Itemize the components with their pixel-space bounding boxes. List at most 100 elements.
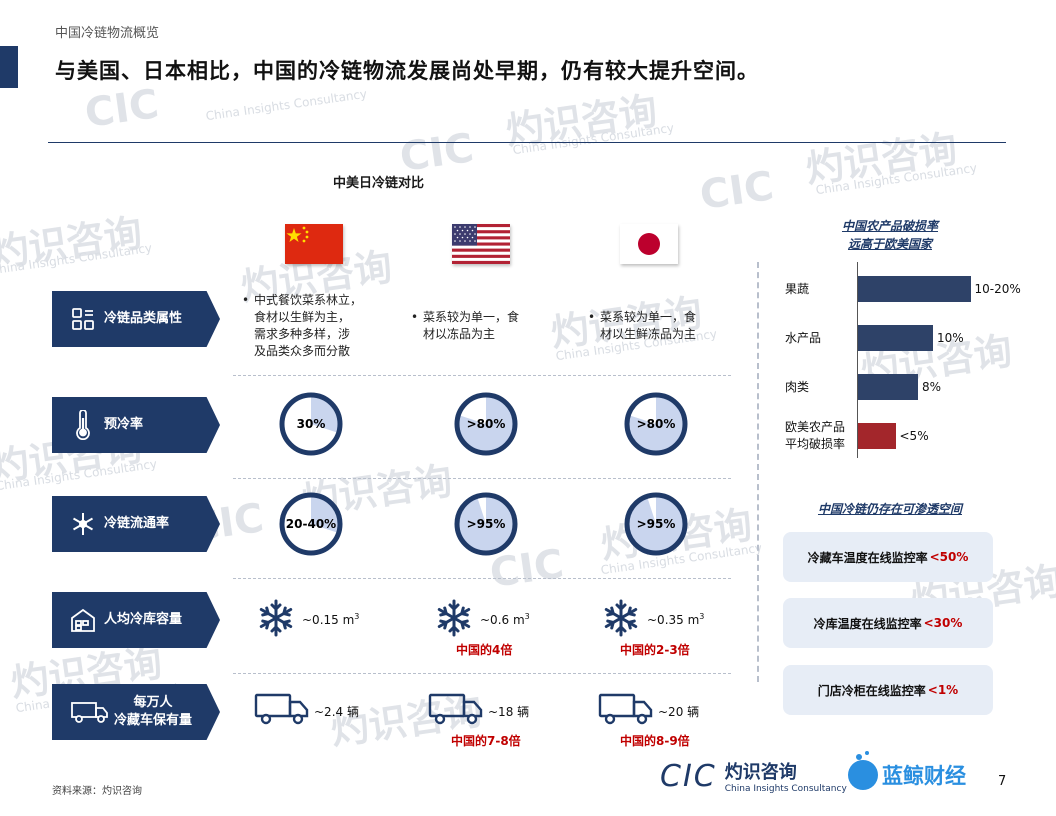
monitor-card-truck: 冷藏车温度在线监控率 <50% xyxy=(783,532,993,582)
pie-value: >80% xyxy=(467,417,506,431)
bullet-line: 食材以生鲜为主， xyxy=(254,310,351,324)
storage-value-japan: ~0.35 m3 xyxy=(647,612,704,627)
watermark-en: China Insights Consultancy xyxy=(0,240,153,278)
thermometer-icon xyxy=(70,410,96,440)
unit-superscript: 3 xyxy=(699,612,705,621)
loss-bar-category-line: 肉类 xyxy=(785,379,810,394)
card-text: 门店冷柜在线监控率 xyxy=(817,683,926,698)
snowflake-icon xyxy=(434,598,474,642)
card-value: <30% xyxy=(923,616,963,630)
row-divider xyxy=(233,478,731,479)
pie-ring xyxy=(454,392,518,456)
storage-value-china: ~0.15 m3 xyxy=(302,612,359,627)
china-flag-icon xyxy=(285,224,343,264)
row-label-line: 每万人 xyxy=(133,695,173,710)
storage-value: ~0.15 m xyxy=(302,613,355,627)
cic-logo-words: 灼识咨询 China Insights Consultancy xyxy=(725,758,847,794)
truck-value-china: ~2.4 辆 xyxy=(314,705,359,719)
bullet-line: 材以生鲜冻品为主 xyxy=(600,327,697,341)
accent-bar xyxy=(0,46,18,88)
row-label-line: 冷藏车保有量 xyxy=(114,713,193,728)
pie-gauge: >95% xyxy=(454,492,518,556)
watermark-en: China Insights Consultancy xyxy=(204,86,368,124)
chart-axis xyxy=(857,262,858,458)
pie-slice xyxy=(629,497,683,551)
pie-gauge: >80% xyxy=(454,392,518,456)
card-text: 冷藏车温度在线监控率 xyxy=(807,550,928,565)
bullet-line: 菜系较为单一，食 xyxy=(600,310,697,324)
pie-gauge: 30% xyxy=(279,392,343,456)
pie-ring xyxy=(279,492,343,556)
row-label-category: 冷链品类属性 xyxy=(52,291,220,347)
pie-slice xyxy=(311,397,338,433)
cic-logo-en: China Insights Consultancy xyxy=(724,784,847,794)
row-label-text: 冷链流通率 xyxy=(104,516,170,531)
japan-flag-icon xyxy=(620,224,678,264)
loss-chart-title-line: 远高于欧美国家 xyxy=(847,237,932,251)
loss-bar xyxy=(858,374,918,400)
row-label-storage: 人均冷库容量 xyxy=(52,592,220,648)
multiple-note-us: 中国的4倍 xyxy=(456,643,513,657)
card-value: <50% xyxy=(929,550,969,564)
bullet-line: 需求多种多样，涉 xyxy=(254,327,351,341)
storage-value-us: ~0.6 m3 xyxy=(480,612,530,627)
multiple-note-us: 中国的7-8倍 xyxy=(451,734,521,748)
bullet-line: 及品类众多而分散 xyxy=(254,344,351,358)
loss-bar-label: 8% xyxy=(922,380,942,394)
pie-ring xyxy=(624,492,688,556)
pie-ring xyxy=(454,492,518,556)
storage-value: ~0.35 m xyxy=(647,613,700,627)
monitor-card-store: 门店冷柜在线监控率 <1% xyxy=(783,665,993,715)
loss-bar xyxy=(858,423,896,449)
bullet-line: 材以冻品为主 xyxy=(423,327,496,341)
cic-logo-mark: CIC xyxy=(660,758,717,794)
watermark-en: China Insights Consultancy xyxy=(511,120,675,158)
loss-bar-category: 欧美农产品 平均破损率 xyxy=(785,419,845,453)
truck-value-japan: ~20 辆 xyxy=(658,705,700,719)
pie-ring xyxy=(624,392,688,456)
panel-divider xyxy=(757,262,759,682)
loss-bar-label: 10-20% xyxy=(974,282,1021,296)
row-label-circulation: 冷链流通率 xyxy=(52,496,220,552)
loss-bar-category-line: 果蔬 xyxy=(785,281,810,296)
page-number: 7 xyxy=(998,774,1007,789)
pie-slice xyxy=(311,497,338,533)
pie-value: 20-40% xyxy=(286,517,336,531)
loss-bar xyxy=(858,325,933,351)
pie-value: >95% xyxy=(637,517,676,531)
grid-icon xyxy=(70,304,96,334)
watermark-en: China Insights Consultancy xyxy=(814,160,978,198)
page-title: 与美国、日本相比，中国的冷链物流发展尚处早期，仍有较大提升空间。 xyxy=(55,59,759,83)
loss-bar xyxy=(858,276,971,302)
cell-category-us: • 菜系较为单一，食 材以冻品为主 xyxy=(411,309,520,343)
loss-bar-category-line: 欧美农产品 xyxy=(785,420,846,434)
us-flag-icon xyxy=(452,224,510,264)
pie-value: 30% xyxy=(297,417,326,431)
bullet-dot: • xyxy=(411,310,419,324)
loss-bar-category-line: 水产品 xyxy=(785,330,822,345)
multiple-note-japan: 中国的8-9倍 xyxy=(620,734,690,748)
row-divider xyxy=(233,375,731,376)
penetration-title: 中国冷链仍存在可渗透空间 xyxy=(817,502,962,516)
pie-slice xyxy=(459,497,513,551)
bullet-dot: • xyxy=(242,293,250,307)
watermark-cic: CIC xyxy=(697,163,777,219)
pie-gauge: >95% xyxy=(624,492,688,556)
truck-icon xyxy=(254,692,310,730)
watermark-cn: 灼识咨询 xyxy=(503,88,660,154)
cic-logo-cn: 灼识咨询 xyxy=(724,762,797,783)
pie-slice xyxy=(629,397,683,451)
row-label-trucks: 每万人 冷藏车保有量 xyxy=(52,684,220,740)
source-note: 资料来源：灼识咨询 xyxy=(52,786,142,797)
row-divider xyxy=(233,578,731,579)
loss-bar-label: <5% xyxy=(899,429,929,443)
title-divider xyxy=(48,142,1006,143)
section-tag: 中国冷链物流概览 xyxy=(55,26,160,41)
row-label-text: 人均冷库容量 xyxy=(104,612,183,627)
watermark-en: China Insights Consultancy xyxy=(0,456,158,494)
pie-gauge: >80% xyxy=(624,392,688,456)
row-label-text: 冷链品类属性 xyxy=(104,311,183,326)
whale-icon xyxy=(848,751,878,790)
loss-bar-category: 水产品 xyxy=(785,330,821,347)
bullet-line: 菜系较为单一，食 xyxy=(423,310,520,324)
